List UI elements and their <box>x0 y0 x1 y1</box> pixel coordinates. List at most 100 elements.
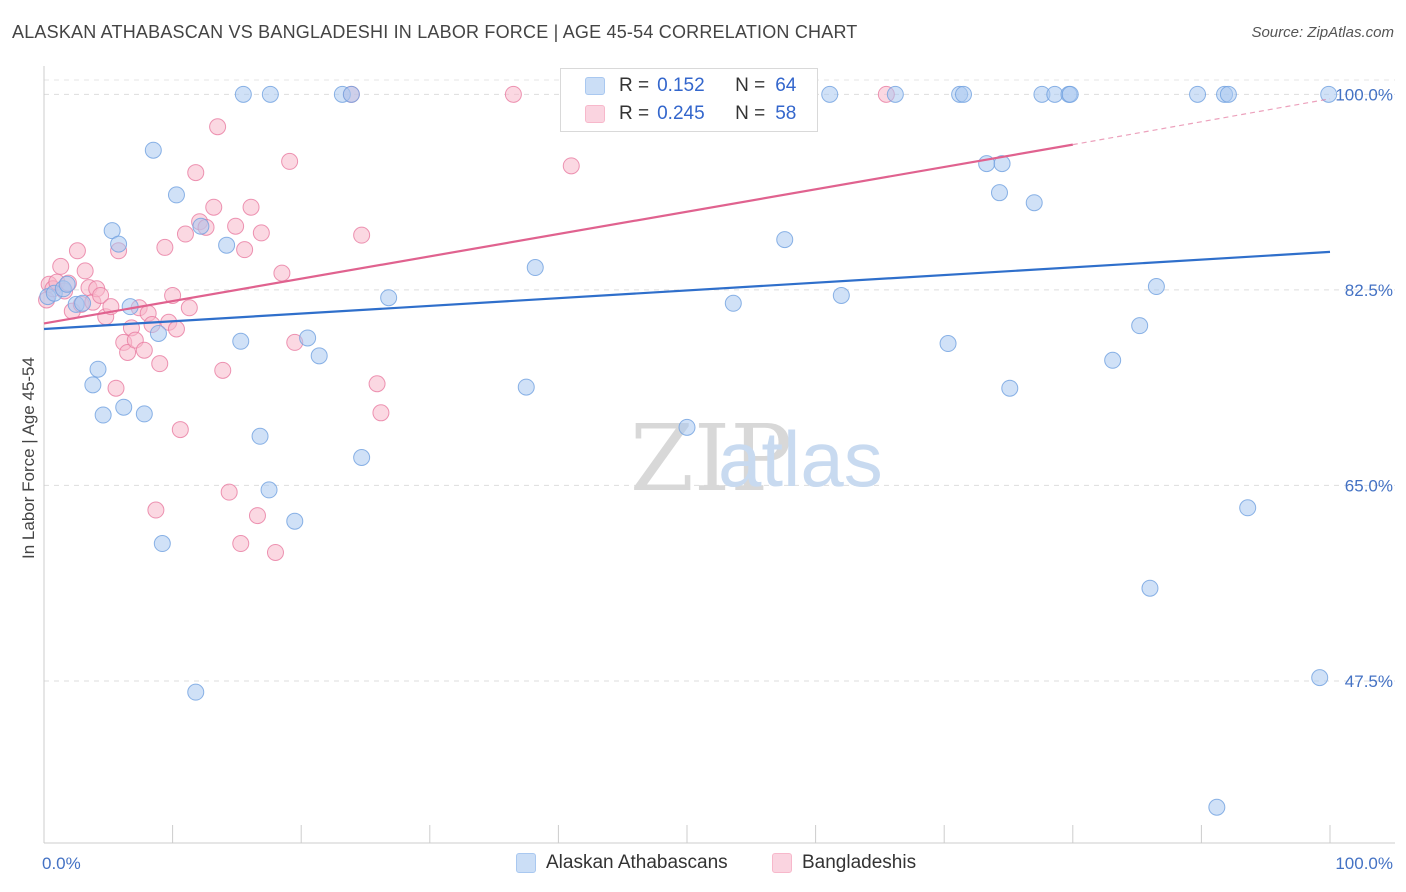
data-point <box>119 343 137 361</box>
data-point <box>167 320 185 338</box>
x-tick-label: 0.0% <box>42 854 81 873</box>
data-point <box>1147 278 1165 296</box>
trend-lines <box>43 98 1331 331</box>
data-point <box>1061 85 1079 103</box>
data-point <box>678 418 696 436</box>
data-point <box>832 286 850 304</box>
data-point <box>1001 379 1019 397</box>
axes <box>43 66 1395 844</box>
data-point <box>227 217 245 235</box>
data-point <box>273 264 291 282</box>
data-point <box>192 217 210 235</box>
legend-row-bangladeshi: R = 0.245 N = 58 <box>585 101 796 127</box>
r-label: R = <box>619 103 650 124</box>
data-point <box>266 543 284 561</box>
data-point <box>252 224 270 242</box>
data-point <box>242 198 260 216</box>
trend-line-extension <box>1072 98 1331 146</box>
data-point <box>220 483 238 501</box>
data-point <box>135 405 153 423</box>
data-point <box>187 164 205 182</box>
legend-swatch-pink <box>585 105 605 123</box>
data-point <box>724 294 742 312</box>
data-point <box>58 275 76 293</box>
data-point <box>167 186 185 204</box>
legend-swatch-blue <box>585 77 605 95</box>
data-point <box>1239 499 1257 517</box>
data-point <box>209 118 227 136</box>
data-point <box>248 507 266 525</box>
data-point <box>517 378 535 396</box>
data-point <box>260 481 278 499</box>
data-point <box>76 262 94 280</box>
data-point <box>261 85 279 103</box>
gridlines <box>44 79 1395 682</box>
legend-label: Alaskan Athabascans <box>546 852 728 873</box>
data-point <box>886 85 904 103</box>
n-value: 58 <box>775 103 797 124</box>
data-point <box>1189 85 1207 103</box>
data-point <box>107 379 125 397</box>
data-point <box>92 286 110 304</box>
data-point <box>171 421 189 439</box>
legend-swatch-blue <box>516 853 536 873</box>
legend-swatch-pink <box>772 853 792 873</box>
data-point <box>214 361 232 379</box>
data-point <box>1046 85 1064 103</box>
data-point <box>821 85 839 103</box>
data-point <box>151 355 169 373</box>
data-point <box>368 375 386 393</box>
y-tick-label: 65.0% <box>1345 476 1393 495</box>
data-point <box>380 289 398 307</box>
r-label: R = <box>619 75 650 96</box>
n-value: 64 <box>775 75 797 96</box>
data-point <box>89 360 107 378</box>
data-point <box>68 242 86 260</box>
data-point <box>232 535 250 553</box>
data-point <box>176 225 194 243</box>
data-point <box>1104 351 1122 369</box>
legend-item-alaskan-athabascans[interactable]: Alaskan Athabascans <box>516 852 728 874</box>
data-point <box>299 329 317 347</box>
data-point <box>993 155 1011 173</box>
n-label: N = <box>735 103 766 124</box>
data-point <box>156 238 174 256</box>
y-axis-label: In Labor Force | Age 45-54 <box>19 357 38 559</box>
data-point <box>1311 669 1329 687</box>
watermark-zip: ZIP <box>630 405 792 512</box>
legend-row-athabascan: R = 0.152 N = 64 <box>585 73 796 99</box>
legend-label: Bangladeshis <box>802 852 917 873</box>
r-value: 0.245 <box>657 103 705 124</box>
data-point <box>1208 798 1226 816</box>
x-tick-label: 100.0% <box>1335 854 1393 873</box>
watermark: ZIP atlas <box>630 405 883 512</box>
data-point <box>526 259 544 277</box>
data-point <box>372 404 390 422</box>
data-point <box>149 324 167 342</box>
data-point <box>286 512 304 530</box>
stats-legend: R = 0.152 N = 64 R = 0.245 N = 58 <box>560 68 818 132</box>
data-point <box>562 157 580 175</box>
data-point <box>147 501 165 519</box>
data-point <box>144 141 162 159</box>
data-point <box>1141 579 1159 597</box>
y-tick-label: 82.5% <box>1345 281 1393 300</box>
data-point <box>310 347 328 365</box>
data-point <box>776 231 794 249</box>
legend-item-bangladeshis[interactable]: Bangladeshis <box>772 852 916 874</box>
series-bangladeshis <box>38 85 895 561</box>
chart-title: ALASKAN ATHABASCAN VS BANGLADESHI IN LAB… <box>12 22 858 42</box>
data-point <box>52 257 70 275</box>
data-point <box>954 85 972 103</box>
source-label: Source: ZipAtlas.com <box>1251 24 1394 41</box>
data-point <box>115 398 133 416</box>
data-point <box>84 376 102 394</box>
data-point <box>251 427 269 445</box>
series-legend: Alaskan Athabascans Bangladeshis <box>0 852 1406 878</box>
data-point <box>236 241 254 259</box>
watermark-atlas: atlas <box>718 415 883 503</box>
data-point <box>1025 194 1043 212</box>
y-tick-label: 47.5% <box>1345 672 1393 691</box>
data-point <box>135 341 153 359</box>
